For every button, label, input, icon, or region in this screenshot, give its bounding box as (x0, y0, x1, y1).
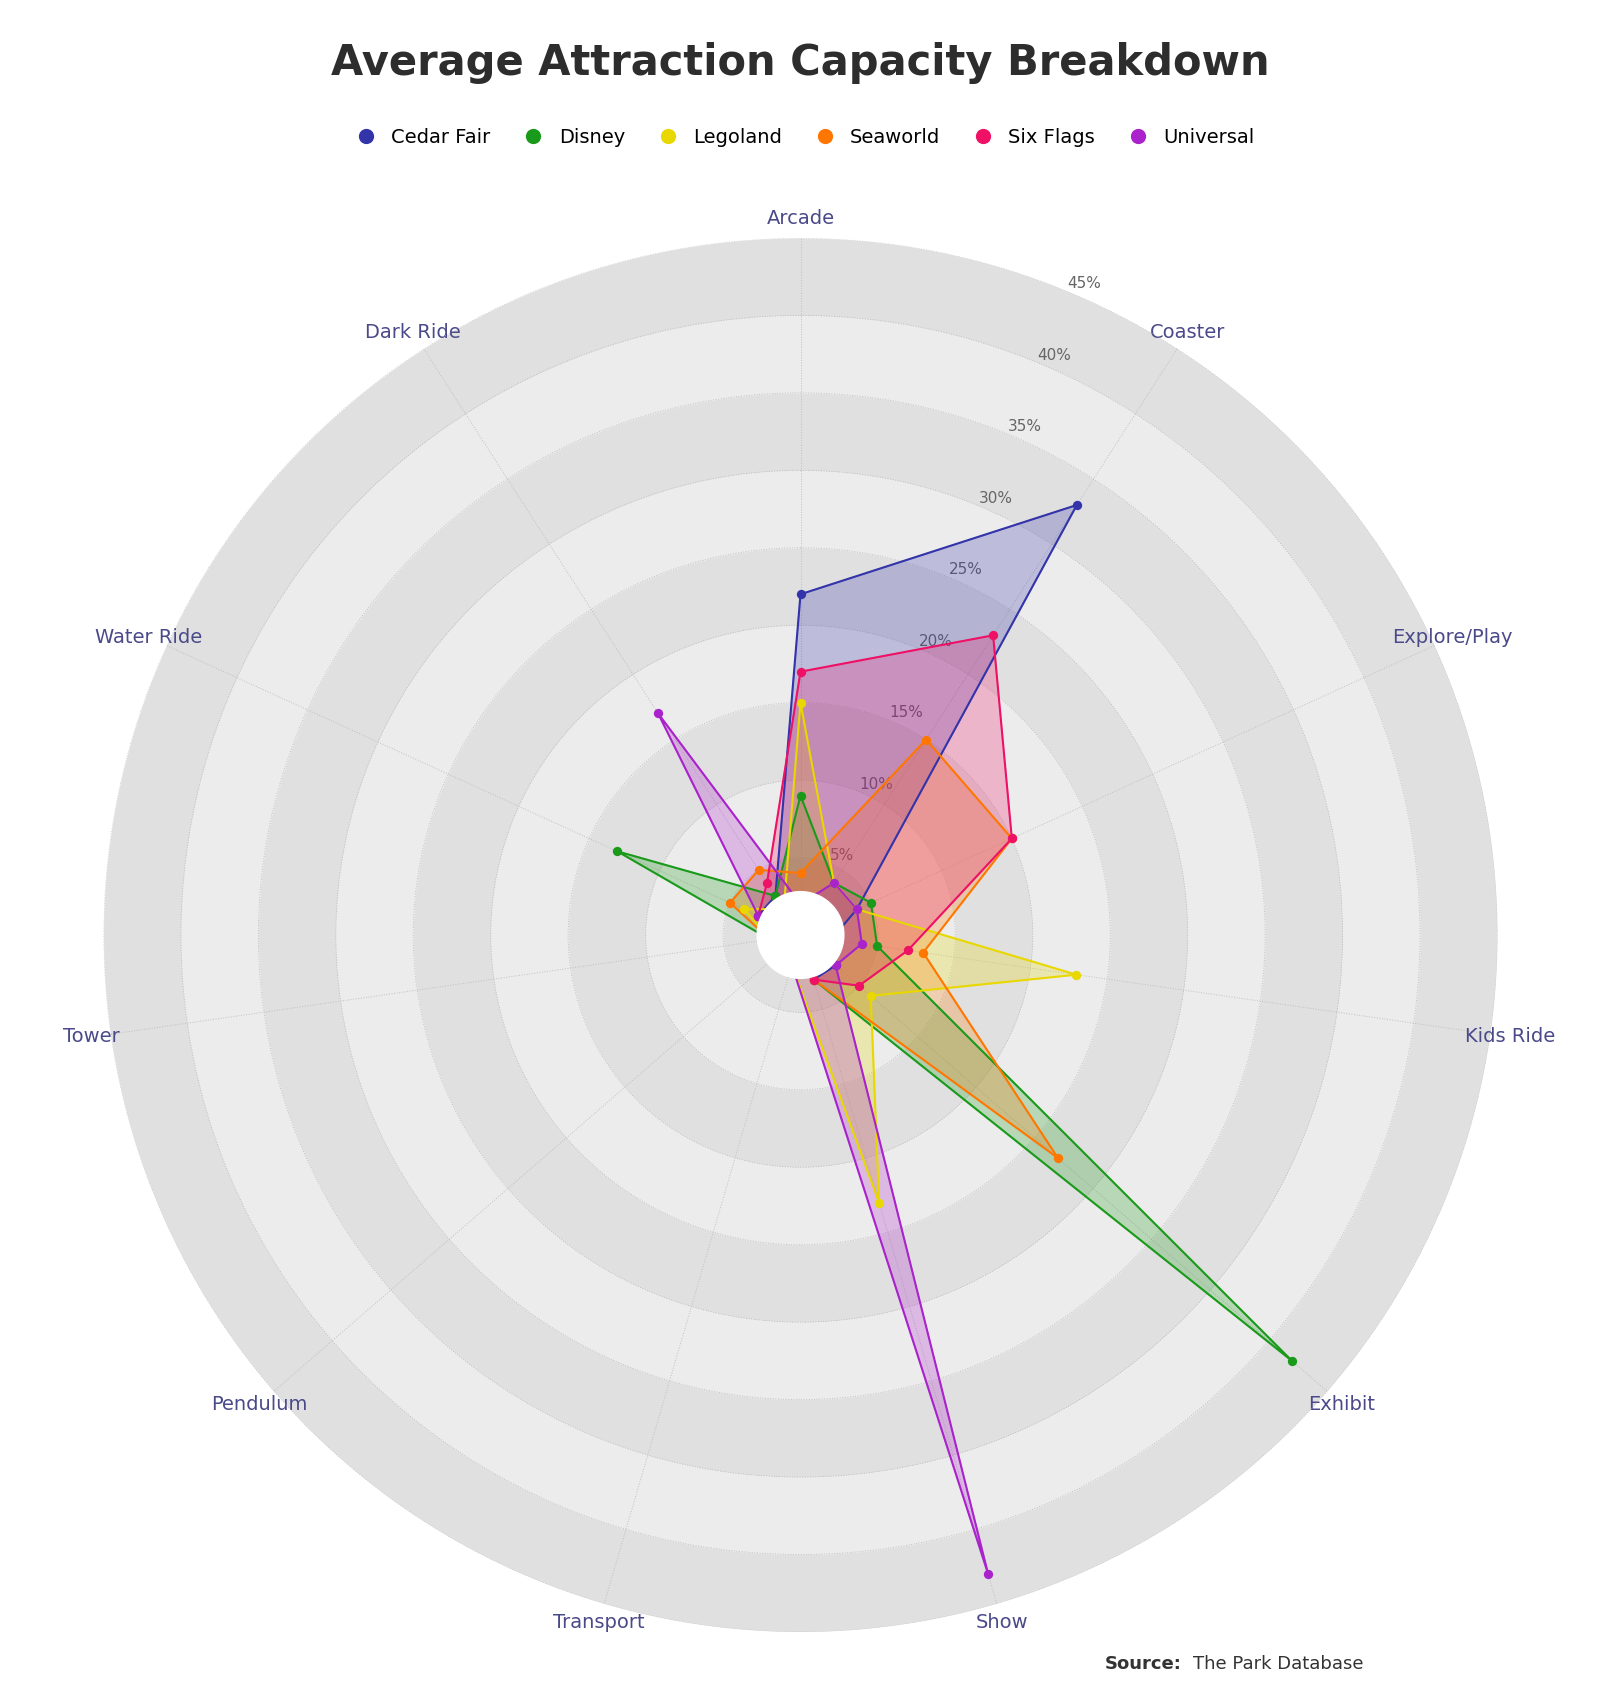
Point (975, 1561, 1001, 1588)
Point (780, 950, 805, 977)
Point (800, 966, 826, 993)
Polygon shape (759, 505, 1077, 979)
Point (746, 903, 772, 930)
Point (757, 927, 783, 954)
Point (732, 896, 757, 923)
Point (821, 869, 847, 896)
Point (1045, 1144, 1071, 1171)
Point (800, 966, 826, 993)
Point (757, 927, 783, 954)
Point (821, 869, 847, 896)
Point (788, 782, 813, 809)
Point (858, 983, 884, 1010)
Point (1279, 1348, 1305, 1375)
Point (764, 942, 789, 969)
Point (911, 938, 937, 966)
Point (858, 889, 884, 916)
Point (788, 688, 813, 716)
Point (823, 952, 849, 979)
Polygon shape (730, 740, 1058, 1158)
Point (1065, 491, 1090, 518)
Point (754, 869, 780, 896)
Point (780, 950, 805, 977)
Polygon shape (759, 636, 1012, 986)
Point (746, 903, 772, 930)
Point (780, 950, 805, 977)
Point (823, 952, 849, 979)
Point (762, 882, 788, 910)
Point (844, 896, 869, 923)
Polygon shape (744, 702, 1076, 1202)
Point (865, 932, 890, 959)
Point (913, 726, 938, 753)
Text: Source:: Source: (1105, 1654, 1182, 1673)
Point (764, 942, 789, 969)
Point (762, 882, 788, 910)
Point (717, 889, 743, 916)
Point (800, 966, 826, 993)
Point (844, 896, 869, 923)
Point (757, 927, 783, 954)
Point (800, 966, 826, 993)
Text: The Park Database: The Park Database (1193, 1654, 1362, 1673)
Polygon shape (658, 714, 988, 1574)
Point (895, 937, 921, 964)
Point (999, 824, 1025, 852)
Point (746, 903, 772, 930)
Text: Average Attraction Capacity Breakdown: Average Attraction Capacity Breakdown (331, 42, 1270, 85)
Point (764, 942, 789, 969)
Point (780, 950, 805, 977)
Polygon shape (757, 891, 844, 979)
Point (780, 950, 805, 977)
Legend: Cedar Fair, Disney, Legoland, Seaworld, Six Flags, Universal: Cedar Fair, Disney, Legoland, Seaworld, … (339, 121, 1262, 155)
Point (788, 581, 813, 609)
Point (788, 860, 813, 887)
Point (780, 950, 805, 977)
Point (764, 942, 789, 969)
Point (818, 927, 844, 954)
Point (746, 857, 772, 884)
Point (980, 622, 1005, 649)
Point (605, 838, 631, 865)
Point (821, 869, 847, 896)
Point (757, 927, 783, 954)
Point (866, 1188, 892, 1216)
Point (764, 942, 789, 969)
Polygon shape (618, 796, 1292, 1362)
Point (788, 891, 813, 918)
Point (757, 927, 783, 954)
Point (764, 942, 789, 969)
Point (847, 972, 873, 1000)
Point (757, 927, 783, 954)
Point (772, 896, 797, 923)
Point (788, 658, 813, 685)
Point (849, 930, 874, 957)
Point (1063, 960, 1089, 988)
Point (844, 896, 869, 923)
Point (999, 824, 1025, 852)
Point (645, 700, 671, 728)
